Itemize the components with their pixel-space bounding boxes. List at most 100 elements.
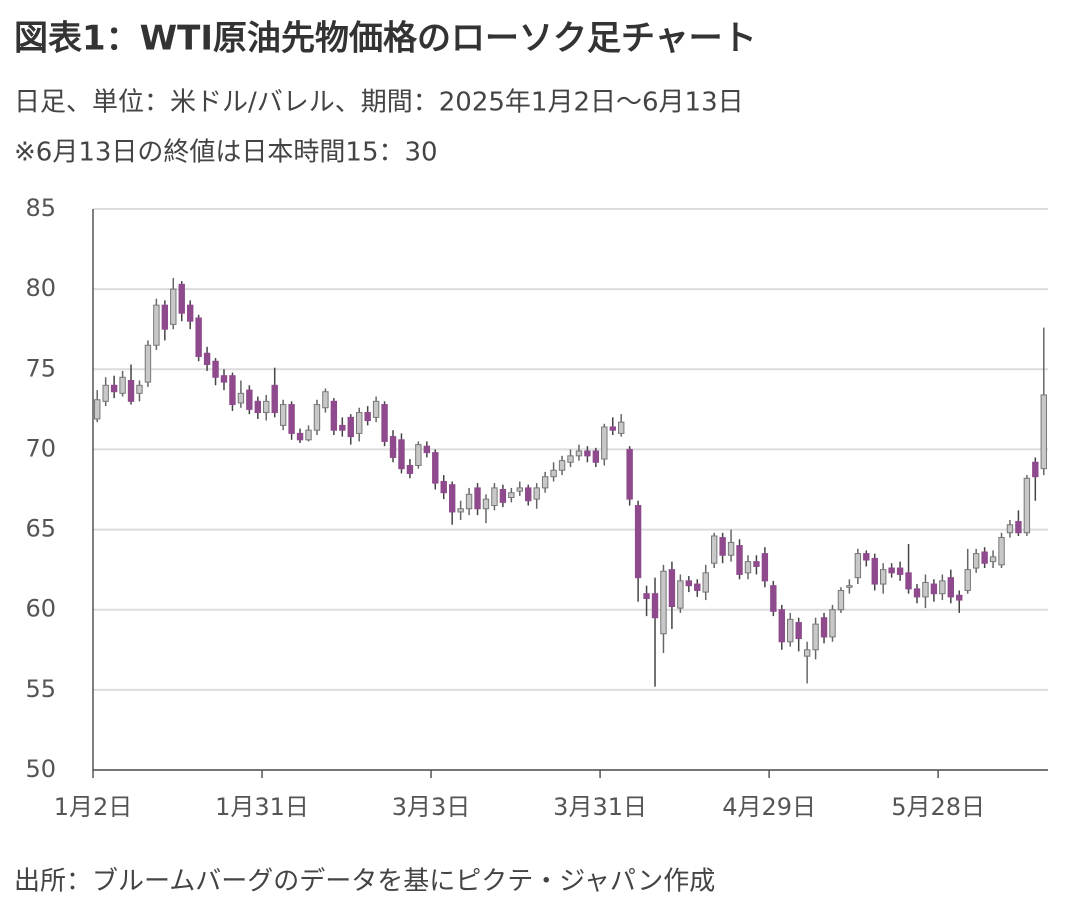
candle-body	[998, 537, 1005, 566]
candle-body	[1006, 524, 1014, 534]
candle-body	[330, 400, 338, 431]
candle-body	[432, 452, 439, 484]
candle-body	[863, 553, 870, 561]
candle-body	[491, 487, 498, 507]
candle-body	[203, 352, 211, 365]
candle-body	[753, 561, 760, 567]
candle-body	[846, 585, 853, 588]
candle-body	[406, 464, 414, 474]
y-tick-label: 60	[25, 595, 56, 623]
candle-body	[339, 424, 346, 431]
candle-body	[389, 436, 397, 458]
candle-body	[102, 384, 109, 402]
x-tick-label: 3月3日	[392, 793, 471, 821]
candle-body	[178, 283, 185, 314]
candle-body	[744, 561, 752, 574]
candle-body	[702, 572, 709, 593]
candle-body	[1015, 521, 1022, 534]
x-tick-label: 3月31日	[553, 793, 647, 821]
candle-body	[829, 609, 836, 638]
candle-body	[220, 375, 228, 383]
candle-body	[170, 288, 177, 325]
candle-body	[533, 487, 540, 500]
candle-body	[854, 553, 862, 579]
candle-body	[254, 400, 262, 414]
candle-body	[913, 588, 921, 598]
candle-body	[989, 556, 997, 563]
candle-body	[668, 569, 676, 608]
y-tick-label: 85	[25, 194, 56, 222]
candle-body	[94, 399, 101, 420]
candle-body	[609, 426, 616, 431]
candle-body	[398, 439, 405, 470]
candle-body	[972, 553, 980, 569]
candle-body	[550, 469, 557, 478]
candle-body	[770, 585, 777, 612]
candle-body	[812, 623, 819, 651]
candle-body	[1023, 477, 1031, 534]
candle-body	[778, 609, 785, 643]
candle-body	[237, 392, 245, 404]
candle-body	[364, 412, 371, 422]
candle-body	[423, 445, 431, 454]
candle-body	[499, 489, 507, 503]
candle-body	[592, 450, 600, 463]
candle-body	[372, 400, 380, 418]
candle-body	[719, 537, 726, 556]
candle-body	[803, 649, 811, 657]
candle-body	[508, 492, 515, 499]
candle-body	[356, 412, 363, 434]
candle-body	[558, 460, 566, 471]
candle-body	[710, 535, 718, 564]
candle-body	[879, 569, 887, 585]
x-tick-label: 1月31日	[215, 793, 309, 821]
y-tick-label: 65	[25, 515, 56, 543]
candle-body	[119, 376, 126, 394]
candle-body	[288, 404, 295, 434]
candle-body	[727, 541, 735, 556]
candle-body	[761, 553, 769, 582]
candle-body	[305, 429, 312, 441]
candle-body	[246, 389, 253, 410]
candle-body	[905, 572, 912, 590]
candle-body	[956, 594, 963, 601]
candle-body	[787, 618, 794, 643]
y-tick-label: 70	[25, 434, 56, 462]
candle-body	[195, 317, 202, 357]
candle-body	[601, 426, 608, 460]
candle-body	[820, 617, 828, 638]
candle-body	[939, 580, 946, 595]
candle-body	[482, 498, 490, 510]
candle-body	[161, 304, 169, 330]
candle-body	[1040, 394, 1047, 470]
x-tick-label: 1月2日	[54, 793, 133, 821]
candle-body	[186, 304, 194, 322]
candle-body	[279, 404, 287, 426]
candle-body	[313, 404, 321, 431]
candle-body	[541, 476, 549, 489]
x-tick-label: 4月29日	[722, 793, 816, 821]
candle-body	[415, 444, 422, 466]
candle-body	[271, 384, 278, 414]
y-tick-label: 55	[25, 675, 56, 703]
candle-body	[626, 448, 633, 500]
candle-body	[584, 450, 591, 457]
candle-body	[474, 487, 481, 510]
chart-title: 図表1：WTI原油先物価格のローソク足チャート	[14, 19, 757, 59]
candle-body	[634, 505, 642, 579]
candle-body	[457, 508, 464, 513]
candle-body	[110, 384, 118, 393]
chart-subtitle: 日足、単位：米ドル/バレル、期間：2025年1月2日～6月13日	[14, 88, 744, 118]
candle-body	[322, 391, 329, 409]
candle-body	[440, 480, 447, 494]
candle-body	[263, 400, 270, 414]
candle-body	[694, 583, 701, 591]
candle-body	[677, 580, 684, 609]
candle-body	[153, 304, 160, 346]
y-tick-label: 75	[25, 354, 56, 382]
candle-body	[922, 581, 929, 598]
candle-body	[685, 580, 693, 587]
chart-note: ※6月13日の終値は日本時間15：30	[14, 138, 438, 168]
